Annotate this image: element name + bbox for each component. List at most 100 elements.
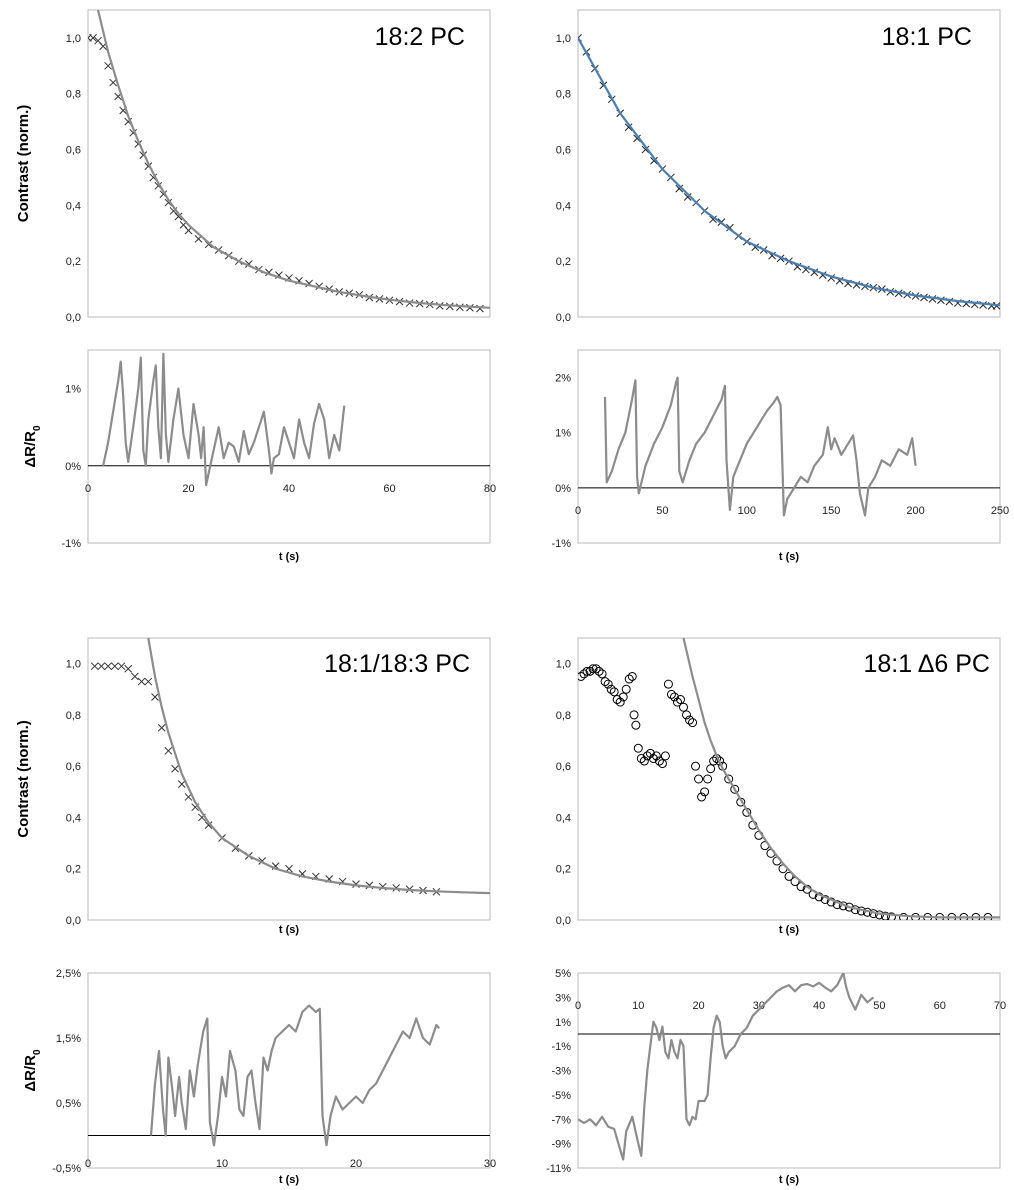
plot-frame bbox=[87, 9, 491, 318]
y-tick-label: 0,4 bbox=[556, 200, 571, 212]
data-point bbox=[618, 692, 628, 702]
data-point bbox=[650, 156, 658, 165]
y-tick-label: 2% bbox=[555, 373, 571, 385]
data-point bbox=[144, 677, 153, 686]
data-point bbox=[886, 912, 896, 920]
y-tick-label: 0,0 bbox=[556, 915, 571, 927]
data-point bbox=[177, 780, 186, 788]
y-tick-label: 0,8 bbox=[66, 89, 81, 101]
x-tick-label: 60 bbox=[934, 1000, 946, 1012]
data-point bbox=[706, 764, 716, 774]
data-point bbox=[685, 715, 695, 725]
data-point bbox=[660, 751, 670, 761]
data-area bbox=[149, 1004, 440, 1147]
data-point bbox=[137, 677, 146, 686]
data-point bbox=[691, 761, 701, 771]
data-point bbox=[629, 710, 639, 720]
y-tick-label: 0,2 bbox=[66, 864, 81, 876]
panel-g: 0,0 0,2 0,4 0,6 0,8 1,0 t (s) 18:1 Δ6 PC bbox=[556, 637, 1001, 936]
x-tick-label: 80 bbox=[484, 483, 496, 495]
data-point bbox=[603, 679, 613, 689]
x-tick-label: 40 bbox=[813, 1000, 825, 1012]
data-area bbox=[90, 638, 490, 896]
data-point bbox=[675, 184, 684, 193]
y-tick-label: -9% bbox=[551, 1139, 571, 1151]
series-line bbox=[603, 376, 917, 517]
data-point bbox=[615, 697, 625, 707]
x-tick-label: 0 bbox=[85, 1158, 91, 1170]
data-point bbox=[204, 821, 213, 829]
series-line bbox=[578, 37, 1000, 307]
data-point bbox=[682, 710, 692, 720]
y-tick-label: 0,8 bbox=[556, 710, 571, 722]
data-point bbox=[784, 871, 794, 881]
panel-d: -1% 0% 1% 2% 0 50 100 150 200 250 t (s) bbox=[551, 349, 1009, 563]
data-point bbox=[648, 753, 658, 763]
y-tick-label: 2,5% bbox=[56, 968, 81, 980]
plot-frame bbox=[87, 349, 491, 544]
y-tick-label: 1,0 bbox=[556, 659, 571, 671]
x-tick-label: 0 bbox=[575, 505, 581, 517]
data-point bbox=[636, 753, 646, 763]
y-tick-label: 0,0 bbox=[66, 312, 81, 324]
data-point bbox=[641, 145, 650, 154]
data-point bbox=[645, 748, 655, 758]
y-tick-label: 1% bbox=[555, 428, 571, 440]
y-tick-label: -1% bbox=[551, 1041, 571, 1053]
x-tick-label: 60 bbox=[383, 483, 395, 495]
x-tick-label: 250 bbox=[991, 505, 1009, 517]
panel-f: -0,5% 0,5% 1,5% 2,5% 0 10 20 30 t (s) ΔR/R0 bbox=[22, 968, 496, 1186]
data-point bbox=[110, 662, 119, 671]
series-line bbox=[102, 352, 346, 487]
data-area bbox=[102, 352, 346, 487]
data-point bbox=[679, 702, 688, 712]
data-point bbox=[578, 671, 586, 681]
y-tick-label: 5% bbox=[555, 968, 571, 980]
y-tick-label: 0,8 bbox=[66, 710, 81, 722]
panel-h: 5% 3% 1% -1% -3% -5% -7% -9% -11% 0 10 20 30 40 50 60 70… bbox=[546, 968, 1006, 1186]
data-point bbox=[624, 123, 633, 132]
data-point bbox=[899, 912, 909, 920]
y-axis-title: Contrast (norm.) bbox=[15, 105, 32, 223]
y-tick-label: 0,2 bbox=[66, 256, 81, 268]
data-point bbox=[663, 679, 673, 689]
x-tick-label: 0 bbox=[85, 483, 91, 495]
data-point bbox=[621, 684, 631, 694]
y-tick-label: 0,8 bbox=[556, 89, 571, 101]
data-point bbox=[672, 697, 682, 707]
data-point bbox=[730, 784, 740, 794]
x-tick-label: 100 bbox=[738, 505, 756, 517]
data-point bbox=[612, 695, 622, 705]
series-line bbox=[578, 973, 875, 1161]
y-tick-label: -11% bbox=[546, 1163, 571, 1175]
x-tick-label: 0 bbox=[575, 1000, 581, 1012]
plot-frame bbox=[577, 637, 1001, 921]
y-tick-label: 0,2 bbox=[556, 864, 571, 876]
x-axis-title: t (s) bbox=[779, 924, 800, 936]
x-tick-label: 10 bbox=[632, 1000, 644, 1012]
data-point bbox=[588, 664, 598, 674]
y-tick-label: 0,6 bbox=[66, 761, 81, 773]
series-line bbox=[149, 1004, 440, 1147]
data-area bbox=[88, 10, 490, 313]
data-point bbox=[582, 666, 592, 676]
data-point bbox=[89, 34, 97, 42]
y-tick-label: 0,0 bbox=[66, 915, 81, 927]
data-point bbox=[591, 664, 601, 674]
y-tick-label: 0,4 bbox=[556, 812, 571, 824]
x-axis-title: t (s) bbox=[279, 551, 300, 563]
x-axis-title: t (s) bbox=[779, 551, 800, 563]
data-point bbox=[606, 684, 616, 694]
x-tick-label: 50 bbox=[656, 505, 668, 517]
data-point bbox=[700, 787, 710, 797]
data-point bbox=[171, 764, 179, 773]
data-point bbox=[669, 692, 679, 702]
y-tick-label: -1% bbox=[61, 538, 81, 550]
data-area bbox=[603, 376, 917, 517]
y-tick-label: -1% bbox=[551, 538, 571, 550]
y-tick-label: 3% bbox=[555, 992, 571, 1004]
y-tick-label: 1,5% bbox=[56, 1033, 81, 1045]
plot-frame bbox=[87, 637, 491, 921]
data-point bbox=[657, 759, 667, 769]
